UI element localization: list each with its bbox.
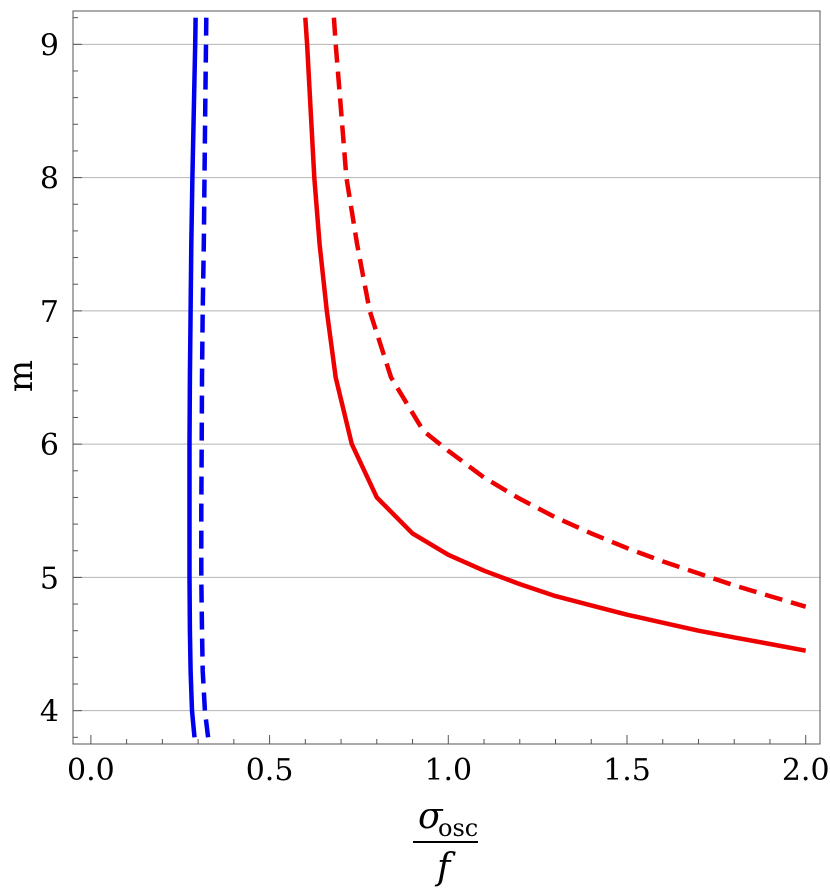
series-line-1 xyxy=(199,17,211,738)
grid-lines xyxy=(73,43,820,712)
x-tick-label-0: 0.0 xyxy=(67,753,115,788)
y-tick-label-4: 8 xyxy=(40,162,59,197)
y-tick-label-5: 9 xyxy=(40,28,59,63)
y-tick-label-1: 5 xyxy=(40,561,59,596)
series-lines xyxy=(187,17,807,738)
series-line-2 xyxy=(303,17,807,653)
y-tick-label-0: 4 xyxy=(40,695,59,730)
x-tick-label-3: 1.5 xyxy=(603,753,651,788)
series-line-3 xyxy=(331,17,807,609)
axis-tick-labels: 0.0 0.5 1.0 1.5 2.0 4 5 6 7 8 9 xyxy=(40,28,830,788)
y-tick-label-3: 7 xyxy=(40,295,59,330)
series-line-0 xyxy=(187,17,198,738)
x-axis-label-denominator: f xyxy=(434,847,456,888)
x-axis-label-numerator: σ xyxy=(418,796,444,837)
x-tick-label-1: 0.5 xyxy=(246,753,294,788)
axis-ticks xyxy=(73,17,807,744)
x-axis-label: σ osc f xyxy=(413,796,478,888)
plot-frame xyxy=(72,10,821,745)
x-tick-label-2: 1.0 xyxy=(424,753,472,788)
x-tick-label-4: 2.0 xyxy=(782,753,830,788)
y-tick-label-2: 6 xyxy=(40,428,59,463)
x-axis-label-subscript: osc xyxy=(438,814,478,842)
y-axis-label: m xyxy=(1,360,41,392)
